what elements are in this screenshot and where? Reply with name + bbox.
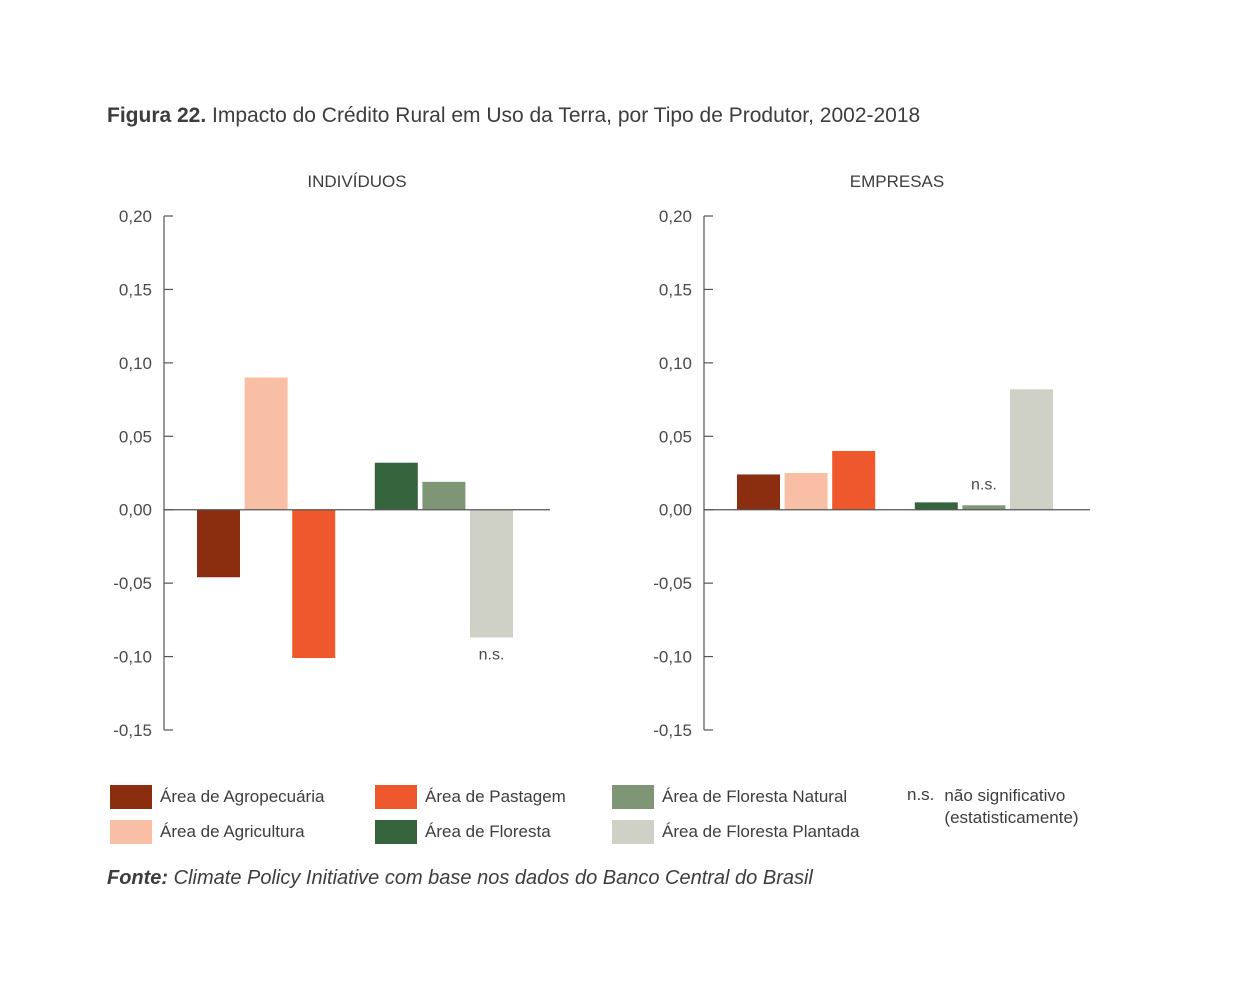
bar-empresas-area-de-agropecuaria [737, 474, 780, 510]
bar-individuos-area-de-agropecuaria [197, 509, 240, 578]
bar-empresas-area-de-agricultura [784, 473, 828, 510]
y-tick-label-individuos: -0,05 [113, 574, 152, 593]
legend-item-floresta-natural: Área de Floresta Natural [612, 784, 847, 810]
y-tick-label-individuos: -0,10 [113, 648, 152, 667]
y-tick-label-individuos: 0,05 [119, 427, 152, 446]
bar-individuos-area-de-floresta-plantada [470, 509, 513, 638]
bar-empresas-area-de-floresta [914, 502, 958, 510]
ns-note: n.s. não significativo (estatisticamente… [907, 785, 1079, 829]
bar-individuos-area-de-pastagem [292, 509, 336, 659]
figure-title-text: Impacto do Crédito Rural em Uso da Terra… [212, 104, 921, 127]
bar-empresas-area-de-pastagem [832, 450, 876, 510]
y-tick-label-empresas: 0,10 [659, 354, 692, 373]
legend-label-agropecuaria: Área de Agropecuária [160, 787, 325, 806]
ns-note-description: não significativo (estatisticamente) [944, 785, 1078, 829]
bar-individuos-area-de-floresta-natural [422, 481, 466, 510]
bar-individuos-area-de-floresta [374, 462, 418, 510]
ns-note-line-2: (estatisticamente) [944, 808, 1079, 827]
y-tick-label-individuos: -0,15 [113, 721, 152, 740]
legend-swatch-pastagem [375, 785, 417, 809]
legend-swatch-floresta-natural [612, 785, 654, 809]
chart-title-empresas: EMPRESAS [850, 172, 944, 191]
figure-number: Figura 22. [107, 104, 207, 127]
bar-individuos-area-de-agricultura [244, 377, 288, 510]
legend-item-floresta: Área de Floresta [375, 819, 551, 845]
bar-note-individuos-area-de-floresta-plantada: n.s. [479, 646, 505, 663]
y-tick-label-empresas: -0,15 [653, 721, 692, 740]
chart-title-individuos: INDIVÍDUOS [307, 172, 406, 191]
figure-title: Figura 22. Impacto do Crédito Rural em U… [107, 104, 920, 128]
y-tick-label-individuos: 0,00 [119, 501, 152, 520]
y-tick-label-individuos: 0,20 [119, 207, 152, 226]
legend-swatch-agropecuaria [110, 785, 152, 809]
source-label: Fonte: [107, 867, 169, 889]
bar-note-empresas-area-de-floresta-natural: n.s. [971, 476, 997, 493]
legend-label-floresta-natural: Área de Floresta Natural [662, 787, 848, 806]
legend-label-agricultura: Área de Agricultura [160, 822, 305, 841]
y-tick-label-individuos: 0,10 [119, 354, 152, 373]
y-tick-label-empresas: 0,20 [659, 207, 692, 226]
y-tick-label-individuos: 0,15 [119, 280, 152, 299]
bar-empresas-area-de-floresta-natural [962, 505, 1006, 510]
source-text: Climate Policy Initiative com base nos d… [168, 867, 813, 889]
ns-note-abbr: n.s. [907, 785, 935, 804]
y-tick-label-empresas: 0,00 [659, 501, 692, 520]
charts-canvas: INDIVÍDUOS 0,20 0,15 0,10 0,05 0,00 -0,05 -0,10… [113, 172, 1090, 740]
legend-label-pastagem: Área de Pastagem [425, 787, 566, 806]
ns-note-line-1: não significativo [944, 786, 1066, 805]
y-tick-label-empresas: -0,10 [653, 648, 692, 667]
y-tick-label-empresas: 0,15 [659, 280, 692, 299]
legend-swatch-agricultura [110, 820, 152, 844]
legend-item-pastagem: Área de Pastagem [375, 784, 566, 810]
legend: Área de Agropecuária Área de Agricultura… [0, 782, 1241, 852]
y-tick-label-empresas: 0,05 [659, 427, 692, 446]
bar-empresas-area-de-floresta-plantada [1010, 389, 1053, 510]
y-tick-label-empresas: -0,05 [653, 574, 692, 593]
legend-item-floresta-plantada: Área de Floresta Plantada [612, 819, 860, 845]
legend-label-floresta-plantada: Área de Floresta Plantada [662, 822, 860, 841]
legend-item-agricultura: Área de Agricultura [110, 819, 305, 845]
legend-swatch-floresta-plantada [612, 820, 654, 844]
legend-item-agropecuaria: Área de Agropecuária [110, 784, 324, 810]
source-note: Fonte: Climate Policy Initiative com bas… [107, 867, 813, 890]
legend-label-floresta: Área de Floresta [425, 822, 551, 841]
legend-swatch-floresta [375, 820, 417, 844]
